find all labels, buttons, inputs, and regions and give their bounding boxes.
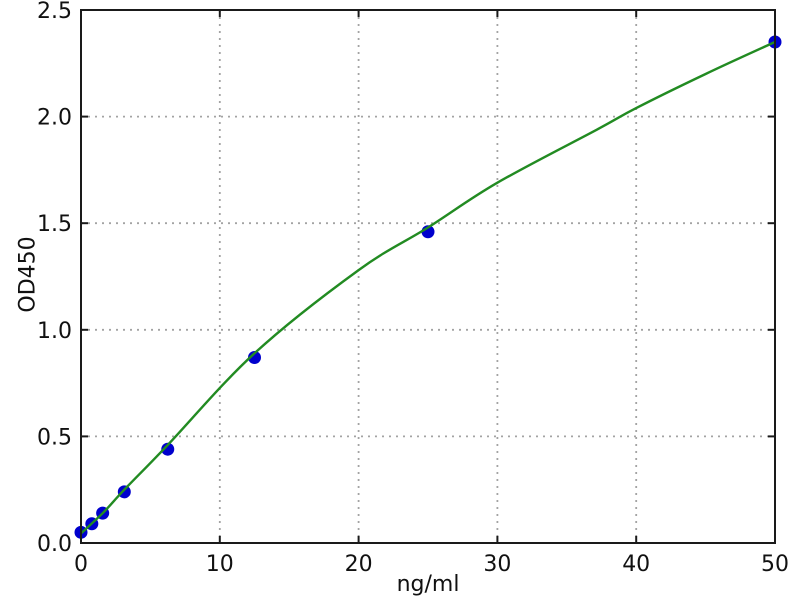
x-tick-label-20: 20: [345, 552, 373, 577]
standard-points-marker-4: [161, 442, 175, 456]
y-tick-label-1: 1.0: [37, 319, 72, 344]
standard-points-marker-5: [248, 351, 261, 365]
x-tick-label-50: 50: [761, 552, 789, 577]
x-tick-label-30: 30: [483, 552, 511, 577]
plot-series: [74, 35, 782, 539]
x-tick-label-40: 40: [622, 552, 650, 577]
y-tick-label-0: 0.0: [37, 532, 72, 557]
y-tick-label-2.5: 2.5: [37, 0, 72, 24]
y-tick-label-1.5: 1.5: [37, 212, 72, 237]
x-axis-label: ng/ml: [396, 572, 460, 597]
x-tick-label-0: 0: [74, 552, 88, 577]
y-tick-label-2: 2.0: [37, 106, 72, 131]
y-axis-label: OD450: [15, 236, 41, 313]
y-tick-label-0.5: 0.5: [37, 425, 72, 450]
standard-points-marker-3: [117, 485, 131, 499]
tick-labels: 0 10 20 30 40 50 0.0 0.5 1.0 1.5 2.0 2.5: [37, 0, 789, 577]
x-tick-label-10: 10: [206, 552, 234, 577]
grid-lines: [81, 10, 775, 543]
axes-frame: [80, 9, 776, 544]
fit-curve-line: [80, 40, 776, 535]
plot-frame: [80, 9, 776, 544]
